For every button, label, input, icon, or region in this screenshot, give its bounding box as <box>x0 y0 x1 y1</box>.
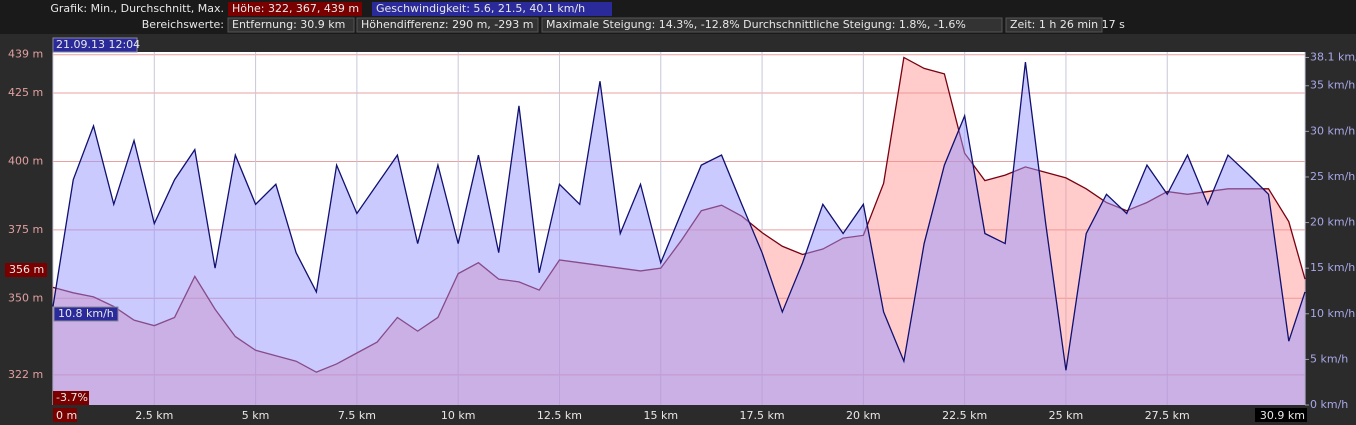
cursor-time: 21.09.13 12:04 <box>56 38 140 51</box>
distance: Entfernung: 30.9 km <box>232 18 345 31</box>
cursor-speed-box <box>53 306 119 322</box>
x-tick-label: 22.5 km <box>942 409 987 422</box>
chart-label: Grafik: Min., Durchschnitt, Max. <box>50 2 224 15</box>
x-tick-label: 2.5 km <box>135 409 173 422</box>
box <box>227 17 355 33</box>
elevation-diff: Höhendifferenz: 290 m, -293 m <box>361 18 533 31</box>
x-tick-label: 30.9 km <box>1260 409 1305 422</box>
y-tick-label: 322 m <box>8 368 43 381</box>
x-tick-label: 20 km <box>846 409 881 422</box>
y-tick-label: 439 m <box>8 48 43 61</box>
y2-tick-label: 20 km/h <box>1310 216 1355 229</box>
x-start-box <box>53 408 77 422</box>
x-tick-label: 10 km <box>441 409 476 422</box>
cursor-time-box <box>52 37 138 53</box>
x-tick-label: 27.5 km <box>1145 409 1190 422</box>
cursor-speed: 10.8 km/h <box>58 307 114 320</box>
range-label: Bereichswerte: <box>142 18 224 31</box>
y-tick-label: 350 m <box>8 291 43 304</box>
y2-tick-label: 0 km/h <box>1310 398 1348 411</box>
y2-tick-label: 30 km/h <box>1310 124 1355 137</box>
box <box>356 17 539 33</box>
speed-stats: Geschwindigkeit: 5.6, 21.5, 40.1 km/h <box>376 2 585 15</box>
cursor-elevation: 356 m <box>9 263 44 276</box>
box <box>1005 17 1103 33</box>
x-tick-label: 7.5 km <box>338 409 376 422</box>
x-tick-label: 0 m <box>56 409 77 422</box>
y-tick-label: 375 m <box>8 223 43 236</box>
y2-tick-label: 10 km/h <box>1310 307 1355 320</box>
marks <box>52 56 1306 405</box>
labels: 439 m 425 m 400 m 375 m 350 m 322 m 38.1 km/h 3… <box>8 48 1356 422</box>
x-tick-label: 17.5 km <box>740 409 785 422</box>
cursor-gradient: -3.7% <box>56 391 88 404</box>
y-tick-label: 400 m <box>8 154 43 167</box>
y2-tick-label: 5 km/h <box>1310 352 1348 365</box>
series-area <box>53 62 1305 405</box>
time: Zeit: 1 h 26 min 17 s <box>1010 18 1125 31</box>
elevation-stats: Höhe: 322, 367, 439 m <box>232 2 359 15</box>
cursor-gradient-box <box>53 391 89 405</box>
cursor-elevation-box <box>5 263 47 277</box>
box <box>541 17 1003 33</box>
x-end-box <box>1255 408 1307 422</box>
x-tick-label: 15 km <box>643 409 678 422</box>
y2-tick-label: 25 km/h <box>1310 170 1355 183</box>
speed-box <box>372 2 612 16</box>
y-tick-label: 425 m <box>8 86 43 99</box>
y2-tick-label: 15 km/h <box>1310 261 1355 274</box>
y2-tick-label: 38.1 km/h <box>1310 50 1356 63</box>
series-line <box>52 61 1306 371</box>
x-tick-label: 25 km <box>1049 409 1084 422</box>
elevation-box <box>228 2 362 16</box>
x-tick-label: 5 km <box>242 409 270 422</box>
y2-tick-label: 35 km/h <box>1310 79 1355 92</box>
x-tick-label: 12.5 km <box>537 409 582 422</box>
gradient: Maximale Steigung: 14.3%, -12.8% Durchsc… <box>546 18 966 31</box>
